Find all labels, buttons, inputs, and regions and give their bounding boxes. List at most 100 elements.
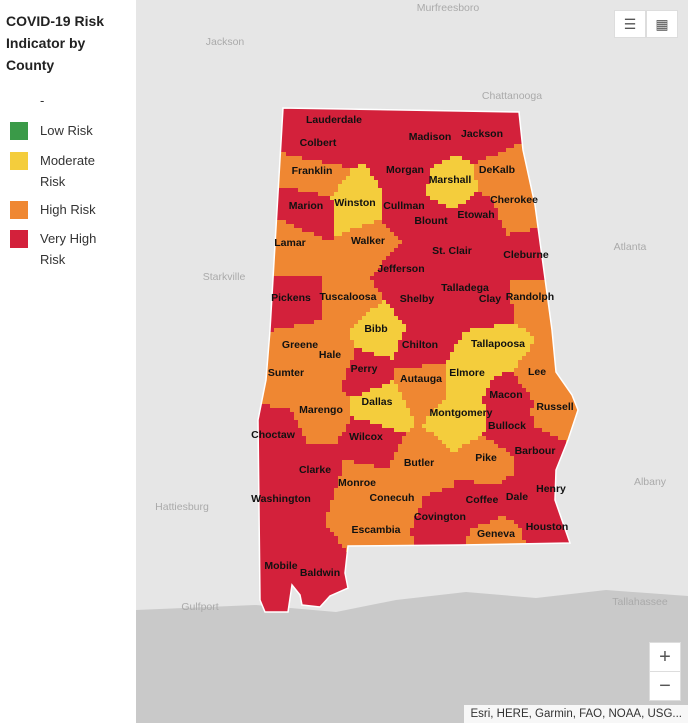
- county-fill: [258, 232, 314, 237]
- county-fill: [286, 152, 498, 157]
- county-fill: [322, 292, 382, 297]
- county-fill: [258, 476, 338, 481]
- county-fill: [258, 388, 342, 393]
- county-fill: [374, 280, 510, 285]
- county-fill: [518, 380, 578, 385]
- county-label: Madison: [409, 131, 452, 143]
- county-fill: [338, 540, 414, 545]
- county-fill: [258, 552, 350, 557]
- county-fill: [258, 360, 350, 365]
- county-fill: [474, 172, 578, 177]
- county-fill: [514, 472, 578, 477]
- zoom-in[interactable]: +: [649, 642, 681, 672]
- county-fill: [510, 288, 578, 293]
- county-fill: [410, 428, 426, 433]
- county-fill: [258, 168, 350, 173]
- county-fill: [334, 488, 442, 493]
- legend-item: Moderate Risk: [10, 150, 120, 192]
- county-fill: [530, 412, 578, 417]
- county-fill: [258, 556, 350, 561]
- county-fill: [382, 424, 414, 429]
- county-fill: [514, 468, 578, 473]
- county-fill: [258, 404, 270, 409]
- county-fill: [258, 116, 578, 121]
- gulf-water: [136, 590, 688, 723]
- county-fill: [346, 376, 394, 381]
- county-fill: [486, 436, 558, 441]
- county-fill: [334, 204, 382, 209]
- county-fill: [334, 492, 430, 497]
- county-fill: [374, 352, 394, 357]
- county-label: Shelby: [400, 293, 435, 305]
- county-fill: [382, 260, 578, 265]
- county-fill: [526, 540, 578, 545]
- county-label: Elmore: [449, 367, 485, 379]
- county-fill: [258, 520, 326, 525]
- county-label: Pike: [475, 452, 497, 464]
- county-fill: [450, 448, 458, 453]
- county-fill: [338, 476, 506, 481]
- county-fill: [370, 276, 550, 281]
- county-fill: [486, 404, 534, 409]
- county-fill: [410, 528, 470, 533]
- county-label: Marion: [289, 200, 323, 212]
- county-fill: [414, 416, 426, 421]
- county-fill: [342, 388, 370, 393]
- county-fill: [382, 192, 426, 197]
- legend-button[interactable]: ☰: [614, 10, 646, 38]
- county-fill: [398, 316, 514, 321]
- legend-swatch: [10, 230, 28, 248]
- county-fill: [346, 428, 394, 433]
- county-fill: [470, 196, 490, 201]
- county-label: Barbour: [515, 445, 556, 457]
- county-label: Winston: [334, 197, 375, 209]
- county-fill: [478, 524, 518, 529]
- county-fill: [334, 532, 410, 537]
- county-fill: [258, 500, 330, 505]
- county-fill: [402, 436, 438, 441]
- zoom-out[interactable]: −: [649, 671, 681, 701]
- county-fill: [502, 480, 578, 485]
- county-label: Dallas: [362, 396, 393, 408]
- county-fill: [322, 308, 370, 313]
- county-fill: [506, 228, 530, 233]
- county-fill: [298, 420, 350, 425]
- county-label: Tallapoosa: [471, 338, 525, 350]
- county-fill: [258, 196, 330, 201]
- county-fill: [302, 428, 346, 433]
- county-label: Pickens: [271, 292, 311, 304]
- county-fill: [510, 280, 578, 285]
- county-fill: [334, 224, 362, 229]
- county-fill: [434, 432, 482, 437]
- county-fill: [258, 416, 294, 421]
- legend-item: -: [10, 90, 120, 111]
- layers-button[interactable]: ▦: [646, 10, 678, 38]
- county-fill: [494, 376, 518, 381]
- county-fill: [258, 200, 334, 205]
- county-fill: [530, 408, 578, 413]
- county-fill: [258, 260, 382, 265]
- county-fill: [258, 384, 342, 389]
- county-fill: [326, 512, 418, 517]
- county-fill: [370, 168, 430, 173]
- county-fill: [434, 408, 486, 413]
- legend-label: -: [40, 93, 45, 108]
- county-label: Montgomery: [430, 407, 493, 419]
- county-fill: [258, 576, 366, 581]
- county-fill: [382, 212, 498, 217]
- county-fill: [334, 192, 382, 197]
- county-fill: [506, 516, 578, 521]
- county-label: Blount: [414, 215, 448, 227]
- county-fill: [258, 264, 382, 269]
- county-fill: [258, 548, 346, 553]
- county-fill: [522, 536, 578, 541]
- county-fill: [258, 448, 398, 453]
- county-label: Macon: [489, 389, 522, 401]
- county-fill: [330, 528, 410, 533]
- legend-panel: COVID-19 Risk Indicator by County - Low R…: [0, 0, 136, 723]
- legend-swatch: [10, 201, 28, 219]
- county-label: Walker: [351, 235, 385, 247]
- county-fill: [486, 420, 534, 425]
- county-fill: [406, 324, 494, 329]
- county-fill: [354, 348, 362, 353]
